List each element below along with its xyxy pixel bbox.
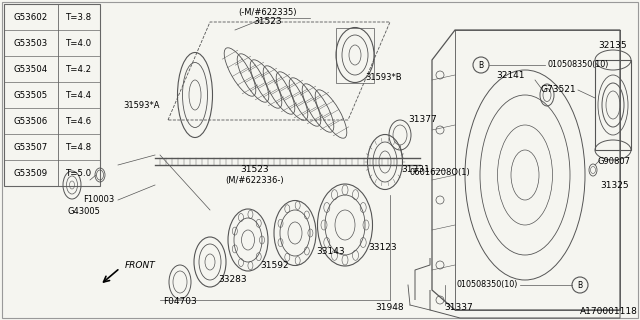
Text: A170001118: A170001118 [580,308,638,316]
Text: 31948: 31948 [376,303,404,313]
Text: G53509: G53509 [14,169,48,178]
Text: T=4.2: T=4.2 [66,65,92,74]
Text: 010508350(10): 010508350(10) [456,281,518,290]
Text: (M/#622336-): (M/#622336-) [226,175,284,185]
Text: G43005: G43005 [68,207,101,217]
Text: 33123: 33123 [368,244,397,252]
Text: B: B [479,60,484,69]
Text: G53506: G53506 [14,116,48,125]
Text: FRONT: FRONT [125,260,156,269]
Text: G53602: G53602 [14,12,48,21]
Text: 31325: 31325 [600,180,628,189]
Text: G53503: G53503 [14,38,48,47]
Text: T=4.0: T=4.0 [66,38,92,47]
Text: 31592: 31592 [260,260,289,269]
Text: T=4.6: T=4.6 [66,116,92,125]
Text: 31377: 31377 [408,116,436,124]
Text: 06016208O(1): 06016208O(1) [410,167,471,177]
Text: T=4.8: T=4.8 [66,142,92,151]
Text: F10003: F10003 [83,196,115,204]
Bar [4,4,100,186]
Bar [336,28,374,83]
Text: 31523: 31523 [253,18,282,27]
Text: B: B [577,281,582,290]
Text: 31331: 31331 [401,165,430,174]
Text: 33143: 33143 [316,247,344,257]
Text: 33283: 33283 [218,276,246,284]
Text: G73521: G73521 [540,85,576,94]
Circle shape [473,57,489,73]
Text: 31337: 31337 [444,303,473,313]
Text: F04703: F04703 [163,298,197,307]
Text: 31593*B: 31593*B [365,74,402,83]
Text: T=4.4: T=4.4 [66,91,92,100]
Text: G53507: G53507 [14,142,48,151]
Text: (-M/#622335): (-M/#622335) [238,9,296,18]
Text: G53504: G53504 [14,65,48,74]
Bar [595,60,631,150]
Text: T=3.8: T=3.8 [66,12,92,21]
Text: 010508350(10): 010508350(10) [547,60,609,69]
Text: 31523: 31523 [241,165,269,174]
Text: 32141: 32141 [497,70,525,79]
Text: G53505: G53505 [14,91,48,100]
Text: G90807: G90807 [598,157,631,166]
Circle shape [572,277,588,293]
Text: 32135: 32135 [598,41,627,50]
Text: T=5.0: T=5.0 [66,169,92,178]
Text: 31593*A: 31593*A [124,100,160,109]
